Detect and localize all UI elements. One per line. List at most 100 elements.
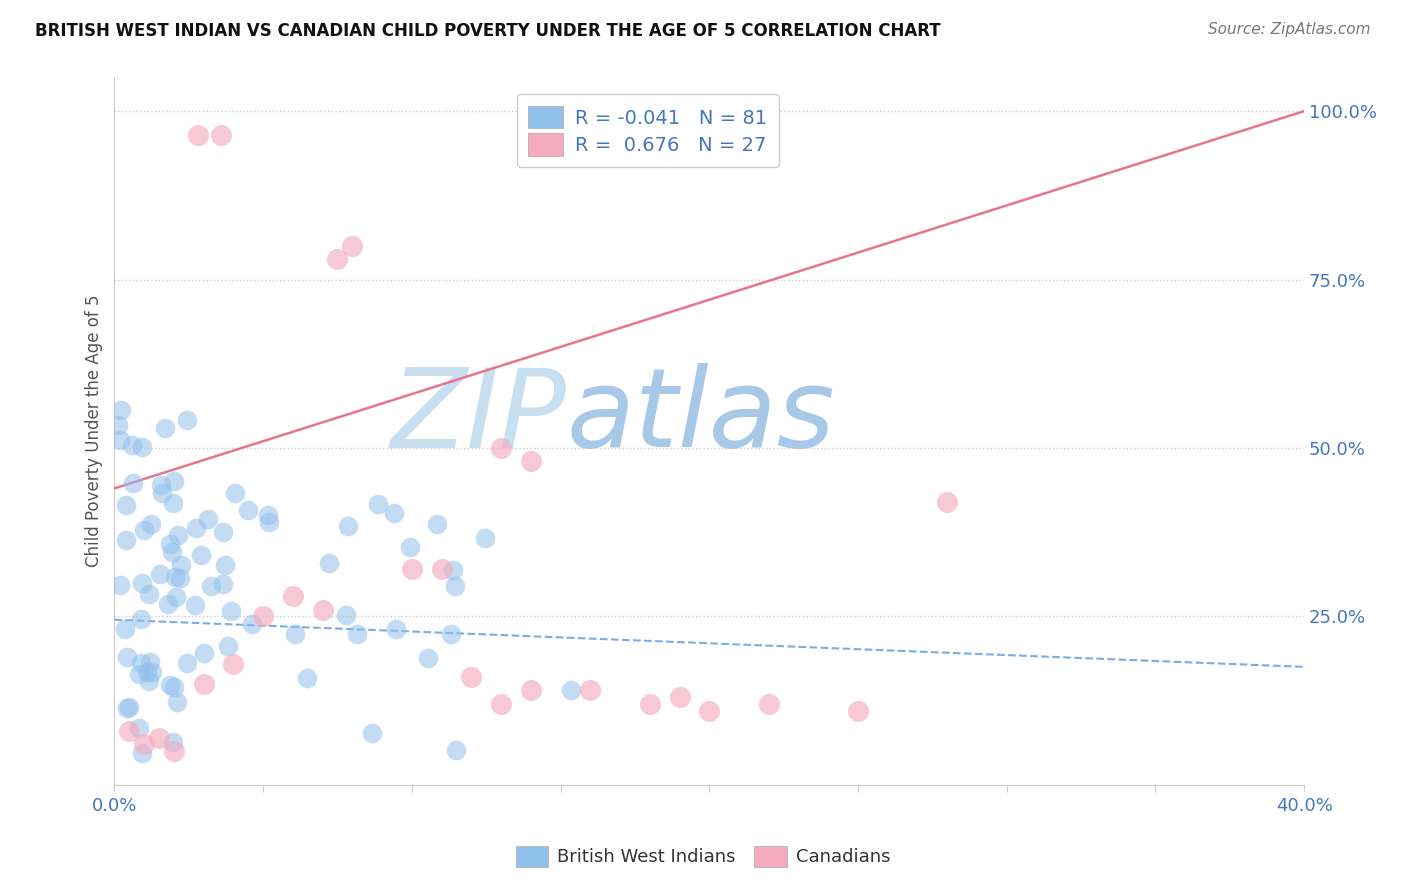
Point	[758, 697, 780, 711]
Point	[446, 743, 468, 757]
Point	[211, 128, 233, 142]
Point	[162, 496, 184, 510]
Y-axis label: Child Poverty Under the Age of 5: Child Poverty Under the Age of 5	[86, 295, 103, 567]
Point	[222, 657, 245, 671]
Point	[430, 562, 453, 576]
Point	[166, 694, 188, 708]
Point	[115, 649, 138, 664]
Point	[382, 507, 405, 521]
Point	[110, 433, 132, 447]
Point	[326, 252, 349, 267]
Point	[128, 721, 150, 735]
Point	[121, 476, 143, 491]
Point	[107, 417, 129, 432]
Point	[668, 690, 690, 705]
Point	[132, 523, 155, 537]
Point	[398, 540, 420, 554]
Point	[190, 549, 212, 563]
Point	[165, 590, 187, 604]
Point	[638, 697, 661, 711]
Point	[489, 441, 512, 455]
Point	[335, 608, 357, 623]
Point	[697, 704, 720, 718]
Point	[252, 609, 274, 624]
Legend: R = -0.041   N = 81, R =  0.676   N = 27: R = -0.041 N = 81, R = 0.676 N = 27	[517, 95, 779, 168]
Point	[149, 567, 172, 582]
Text: Source: ZipAtlas.com: Source: ZipAtlas.com	[1208, 22, 1371, 37]
Point	[115, 499, 138, 513]
Point	[169, 571, 191, 585]
Point	[460, 670, 482, 684]
Point	[846, 704, 869, 718]
Point	[342, 239, 364, 253]
Point	[110, 578, 132, 592]
Point	[136, 665, 159, 679]
Point	[131, 440, 153, 454]
Point	[159, 678, 181, 692]
Point	[193, 647, 215, 661]
Point	[238, 503, 260, 517]
Point	[165, 570, 187, 584]
Point	[115, 701, 138, 715]
Point	[163, 744, 186, 758]
Point	[295, 671, 318, 685]
Point	[385, 622, 408, 636]
Point	[440, 627, 463, 641]
Point	[219, 604, 242, 618]
Point	[139, 655, 162, 669]
Point	[281, 589, 304, 603]
Point	[187, 128, 209, 142]
Point	[131, 576, 153, 591]
Text: atlas: atlas	[567, 363, 835, 470]
Point	[284, 627, 307, 641]
Point	[401, 562, 423, 576]
Point	[128, 667, 150, 681]
Point	[311, 602, 333, 616]
Text: ZIP: ZIP	[391, 363, 567, 470]
Point	[121, 437, 143, 451]
Point	[579, 683, 602, 698]
Point	[474, 531, 496, 545]
Point	[163, 680, 186, 694]
Point	[257, 515, 280, 529]
Point	[167, 527, 190, 541]
Point	[148, 731, 170, 745]
Point	[217, 639, 239, 653]
Point	[138, 673, 160, 688]
Point	[224, 485, 246, 500]
Point	[426, 516, 449, 531]
Legend: British West Indians, Canadians: British West Indians, Canadians	[509, 838, 897, 874]
Point	[129, 657, 152, 671]
Point	[110, 403, 132, 417]
Point	[159, 537, 181, 551]
Point	[318, 556, 340, 570]
Point	[240, 617, 263, 632]
Point	[139, 516, 162, 531]
Point	[138, 587, 160, 601]
Point	[160, 545, 183, 559]
Point	[118, 723, 141, 738]
Point	[193, 676, 215, 690]
Point	[212, 577, 235, 591]
Point	[346, 627, 368, 641]
Point	[214, 558, 236, 572]
Point	[118, 699, 141, 714]
Point	[184, 599, 207, 613]
Text: BRITISH WEST INDIAN VS CANADIAN CHILD POVERTY UNDER THE AGE OF 5 CORRELATION CHA: BRITISH WEST INDIAN VS CANADIAN CHILD PO…	[35, 22, 941, 40]
Point	[186, 521, 208, 535]
Point	[197, 511, 219, 525]
Point	[444, 579, 467, 593]
Point	[163, 475, 186, 489]
Point	[256, 508, 278, 523]
Point	[141, 665, 163, 679]
Point	[200, 579, 222, 593]
Point	[114, 623, 136, 637]
Point	[520, 454, 543, 468]
Point	[176, 657, 198, 671]
Point	[134, 737, 156, 751]
Point	[360, 726, 382, 740]
Point	[441, 563, 464, 577]
Point	[157, 597, 180, 611]
Point	[170, 558, 193, 572]
Point	[131, 747, 153, 761]
